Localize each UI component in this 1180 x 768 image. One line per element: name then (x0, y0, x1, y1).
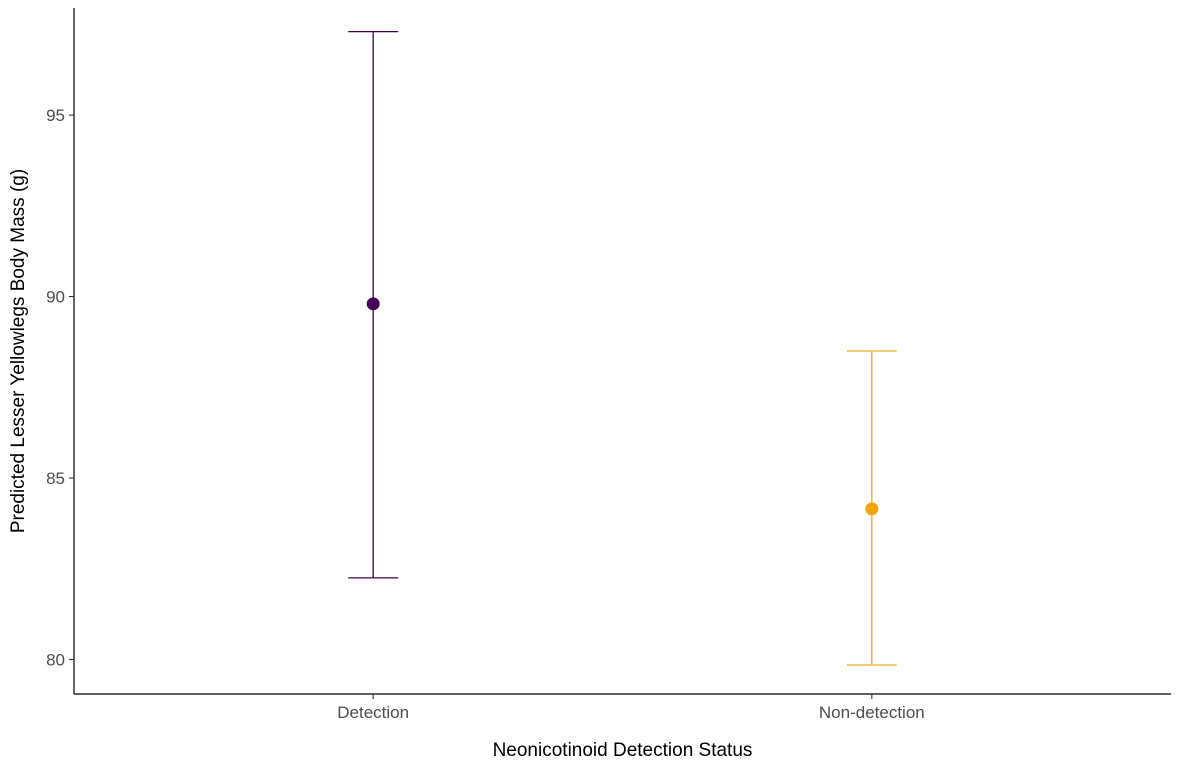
error-bar-group (846, 350, 897, 666)
point-estimate (865, 502, 879, 516)
y-tick-label: 95 (46, 106, 65, 125)
axes (73, 8, 1171, 695)
y-axis-title: Predicted Lesser Yellowlegs Body Mass (g… (8, 169, 29, 533)
y-ticks: 80 85 90 95 (46, 106, 74, 670)
x-tick-label: Non-detection (819, 703, 925, 722)
point-estimate (366, 297, 380, 311)
x-ticks: Detection Non-detection (337, 694, 925, 722)
data-marks (348, 30, 897, 666)
y-tick-label: 85 (46, 469, 65, 488)
x-tick-label: Detection (337, 703, 409, 722)
y-tick-label: 80 (46, 651, 65, 670)
error-bar-group (348, 30, 399, 579)
x-axis-title: Neonicotinoid Detection Status (493, 740, 753, 761)
y-tick-label: 90 (46, 288, 65, 307)
